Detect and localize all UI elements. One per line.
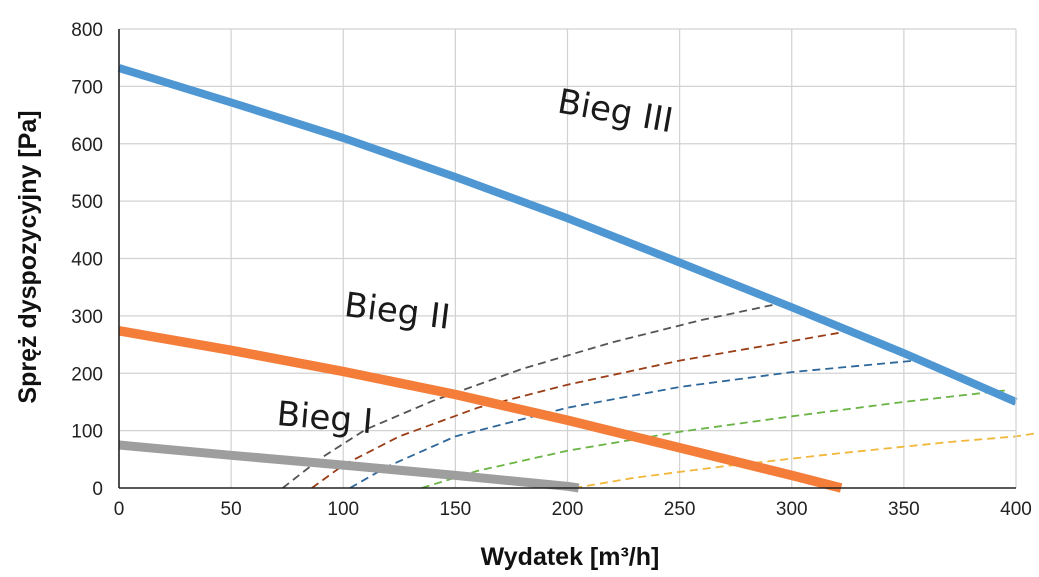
system-curve: [311, 331, 842, 489]
series-line-bieg-iii: [117, 64, 1018, 406]
series-line-bieg-ii: [118, 326, 843, 493]
y-tick-label: 700: [71, 77, 103, 98]
series-label: Bieg I: [275, 394, 374, 442]
series-label: Bieg II: [342, 285, 452, 338]
y-tick-label: 100: [71, 422, 103, 443]
x-tick-label: 350: [888, 499, 920, 520]
series-line-bieg-i: [118, 440, 580, 493]
system-curve: [349, 359, 916, 489]
x-tick-label: 300: [776, 499, 808, 520]
y-tick-label: 300: [71, 307, 103, 328]
y-tick-label: 800: [71, 20, 103, 41]
system-curve: [282, 302, 781, 489]
x-tick-label: 0: [114, 499, 125, 520]
x-axis-title: Wydatek [m³/h]: [481, 543, 660, 571]
y-tick-label: 600: [71, 135, 103, 156]
x-tick-label: 200: [552, 499, 584, 520]
system-curve: [421, 389, 1005, 489]
grid-lines: [119, 29, 1016, 488]
y-axis-title: Spręż dyspozycyjny [Pa]: [14, 110, 42, 403]
x-tick-label: 100: [327, 499, 359, 520]
y-tick-labels: 0 100 200 300 400 500 600 700 800: [71, 20, 103, 500]
x-tick-label: 150: [440, 499, 472, 520]
y-tick-label: 500: [71, 192, 103, 213]
plot-frame: [118, 28, 1017, 489]
x-tick-label: 400: [1000, 499, 1032, 520]
y-tick-label: 200: [71, 364, 103, 385]
series-label: Bieg III: [555, 82, 676, 142]
y-tick-label: 400: [71, 250, 103, 271]
y-tick-label: 0: [92, 479, 103, 500]
x-tick-label: 250: [664, 499, 696, 520]
x-tick-label: 50: [221, 499, 242, 520]
x-tick-labels: 0 50 100 150 200 250 300 350 400: [114, 499, 1032, 520]
fan-curves: [117, 64, 1018, 493]
